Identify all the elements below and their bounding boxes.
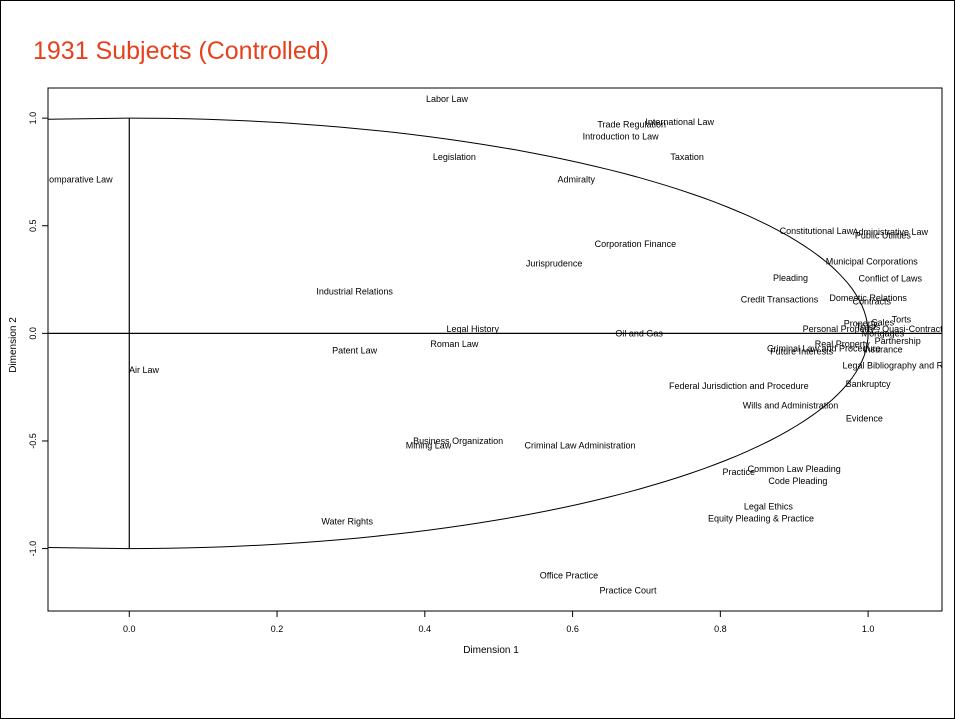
x-axis-title: Dimension 1 — [463, 645, 519, 656]
point-label: Domestic Relations — [829, 293, 907, 303]
x-axis: 0.0 0.2 0.4 0.6 0.8 1.0 — [123, 611, 874, 634]
point-label: Water Rights — [321, 517, 373, 527]
point-label: Contracts — [853, 297, 892, 307]
point-label: Corporation Finance — [595, 239, 677, 249]
point-label: Mortgages — [862, 328, 905, 338]
point-label: Taxation — [670, 152, 704, 162]
y-axis: -1.0 -0.5 0.0 0.5 1.0 — [28, 112, 48, 556]
point-label: Mining Law — [406, 440, 452, 450]
point-label: Comparative Law — [43, 175, 114, 185]
point-label: Jurisprudence — [526, 258, 583, 268]
point-label: Bankruptcy — [846, 379, 892, 389]
point-label: Municipal Corporations — [826, 256, 919, 266]
point-label: Administrative Law — [853, 227, 929, 237]
point-label: Legal Ethics — [744, 502, 794, 512]
point-label: Code Pleading — [768, 476, 827, 486]
point-label: Oil and Gas — [615, 328, 663, 338]
x-tick-label: 0.8 — [714, 624, 727, 634]
y-tick-label: -1.0 — [28, 541, 38, 557]
point-label: Practice Court — [599, 586, 657, 596]
point-label: Public Utilities — [855, 230, 912, 240]
point-label: Air Law — [129, 365, 160, 375]
point-label: Property — [844, 319, 879, 329]
x-tick-label: 0.2 — [271, 624, 284, 634]
point-label: Legal Bibliography and Research — [843, 361, 955, 371]
point-label: Credit Transactions — [741, 294, 819, 304]
y-tick-label: 0.5 — [28, 219, 38, 232]
point-label: Trusts — [856, 322, 881, 332]
x-tick-label: 1.0 — [862, 624, 875, 634]
x-tick-label: 0.6 — [566, 624, 579, 634]
y-tick-label: 0.0 — [28, 327, 38, 340]
point-label: Sales — [872, 318, 895, 328]
point-label: Torts — [892, 314, 912, 324]
point-label: Office Practice — [540, 571, 598, 581]
point-label: Business Organization — [413, 436, 503, 446]
point-label: Introduction to Law — [583, 131, 660, 141]
point-label: Federal Jurisdiction and Procedure — [669, 381, 809, 391]
point-label: Evidence — [846, 413, 883, 423]
point-label: Pleading — [773, 273, 808, 283]
point-label: Constitutional Law — [780, 226, 854, 236]
point-label: International Law — [645, 117, 714, 127]
point-label: Future Interests — [770, 347, 834, 357]
point-label: Real Property — [815, 339, 871, 349]
point-label: Labor Law — [426, 94, 469, 104]
point-label: Insurance — [863, 345, 903, 355]
point-label: Criminal Law and Procedure — [767, 343, 881, 353]
point-label: Practice — [723, 467, 756, 477]
point-label: Industrial Relations — [316, 286, 393, 296]
point-label: Quasi-Contract — [882, 324, 943, 334]
point-label: Admiralty — [558, 175, 596, 185]
slide-title: 1931 Subjects (Controlled) — [33, 37, 329, 65]
y-tick-label: 1.0 — [28, 112, 38, 125]
point-label: Patent Law — [332, 346, 378, 356]
point-label: Wills and Administration — [743, 401, 839, 411]
point-label: Legislation — [433, 152, 476, 162]
point-label: Criminal Law Administration — [524, 440, 635, 450]
x-tick-label: 0.0 — [123, 624, 136, 634]
point-label: Partnership — [875, 336, 921, 346]
y-tick-label: -0.5 — [28, 433, 38, 449]
point-label: Roman Law — [430, 339, 479, 349]
plot-box — [47, 87, 943, 612]
point-label: Common Law Pleading — [748, 464, 841, 474]
point-label: Legal History — [447, 324, 500, 334]
y-axis-title: Dimension 2 — [8, 317, 19, 373]
point-label: Equity Pleading & Practice — [708, 514, 814, 524]
point-label: Trade Regulation — [597, 120, 666, 130]
x-tick-label: 0.4 — [419, 624, 432, 634]
point-label: Conflict of Laws — [859, 274, 923, 284]
point-label: Personal Property — [803, 324, 876, 334]
